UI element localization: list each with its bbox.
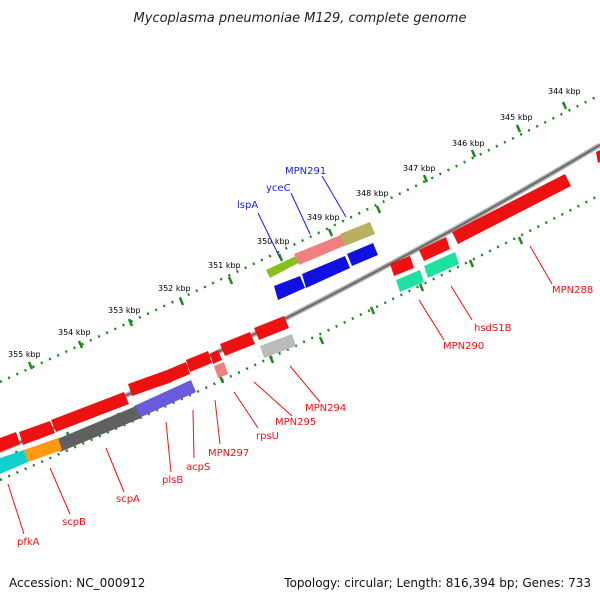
gene-hsdS1B [424, 252, 459, 278]
gene-red-168 [167, 362, 190, 382]
gene-red-19 [19, 421, 55, 445]
outer-scale-line [0, 93, 600, 384]
label-yceC: yceC [266, 183, 291, 194]
gene-red-0 [0, 432, 20, 452]
gene-red-211 [210, 350, 222, 364]
accession-text: Accession: NC_000912 [9, 576, 145, 590]
label-MPN291: MPN291 [285, 166, 326, 177]
tick-label-348: 348 kbp [356, 189, 389, 198]
gene-labels-bottom: MPN288 hsdS1B MPN290 MPN294 MPN295 rpsU … [17, 285, 593, 548]
gene-lspA [266, 256, 300, 278]
forward-genes [266, 222, 378, 300]
label-plsB: plsB [162, 475, 183, 486]
gene-red-418 [419, 237, 450, 261]
label-MPN297: MPN297 [208, 448, 249, 459]
tick-label-354: 354 kbp [58, 328, 91, 337]
gene-blue-1 [274, 276, 305, 300]
tick-label-352: 352 kbp [158, 284, 191, 293]
tick-label-355: 355 kbp [8, 350, 41, 359]
gene-pfkA [0, 450, 28, 474]
label-hsdS1B: hsdS1B [474, 323, 512, 334]
genome-summary-text: Topology: circular; Length: 816,394 bp; … [283, 576, 591, 590]
gene-gray-262 [260, 334, 296, 358]
tick-label-350: 350 kbp [257, 237, 290, 246]
tick-label-345: 345 kbp [500, 113, 533, 122]
tick-label-344: 344 kbp [548, 87, 581, 96]
label-acpS: acpS [186, 462, 210, 473]
tick-label-351: 351 kbp [208, 261, 241, 270]
gene-red-221 [220, 332, 255, 356]
gene-red-51 [51, 392, 129, 432]
label-scpB: scpB [62, 517, 86, 528]
gene-red-186 [186, 351, 212, 372]
label-scpA: scpA [116, 494, 140, 505]
gene-mpn294 [254, 316, 289, 340]
reverse-genes [0, 316, 296, 474]
label-lspA: lspA [237, 200, 258, 211]
gene-blue-2 [302, 256, 350, 288]
gene-plsB [134, 380, 196, 418]
gene-mpn288 [452, 174, 571, 244]
kbp-labels: 344 kbp 345 kbp 346 kbp 347 kbp 348 kbp … [8, 87, 581, 359]
label-rpsU: rpsU [256, 431, 279, 442]
map-title: Mycoplasma pneumoniae M129, complete gen… [134, 11, 467, 26]
gene-mpn291 [340, 222, 375, 246]
label-MPN295: MPN295 [275, 417, 316, 428]
gene-red-391 [390, 256, 414, 276]
gene-labels-top: MPN291 yceC lspA [237, 166, 326, 211]
gene-red-128 [128, 370, 172, 396]
gene-scpA [55, 406, 141, 452]
label-pfkA: pfkA [17, 537, 40, 548]
label-MPN294: MPN294 [305, 403, 346, 414]
gene-scpB [24, 438, 62, 462]
gene-blue-3 [347, 243, 378, 266]
label-MPN290: MPN290 [443, 341, 484, 352]
gene-green-397 [396, 270, 424, 292]
tick-label-353: 353 kbp [108, 306, 141, 315]
outer-major-ticks [27, 101, 568, 370]
leader-lines [7, 175, 553, 535]
label-MPN288: MPN288 [552, 285, 593, 296]
gene-yceC [294, 235, 346, 265]
tick-label-347: 347 kbp [403, 164, 436, 173]
upper-right-genes [390, 150, 600, 292]
gene-red-right-edge [596, 150, 600, 163]
tick-label-349: 349 kbp [307, 213, 340, 222]
tick-label-346: 346 kbp [452, 139, 485, 148]
gene-rpsU [214, 362, 228, 378]
